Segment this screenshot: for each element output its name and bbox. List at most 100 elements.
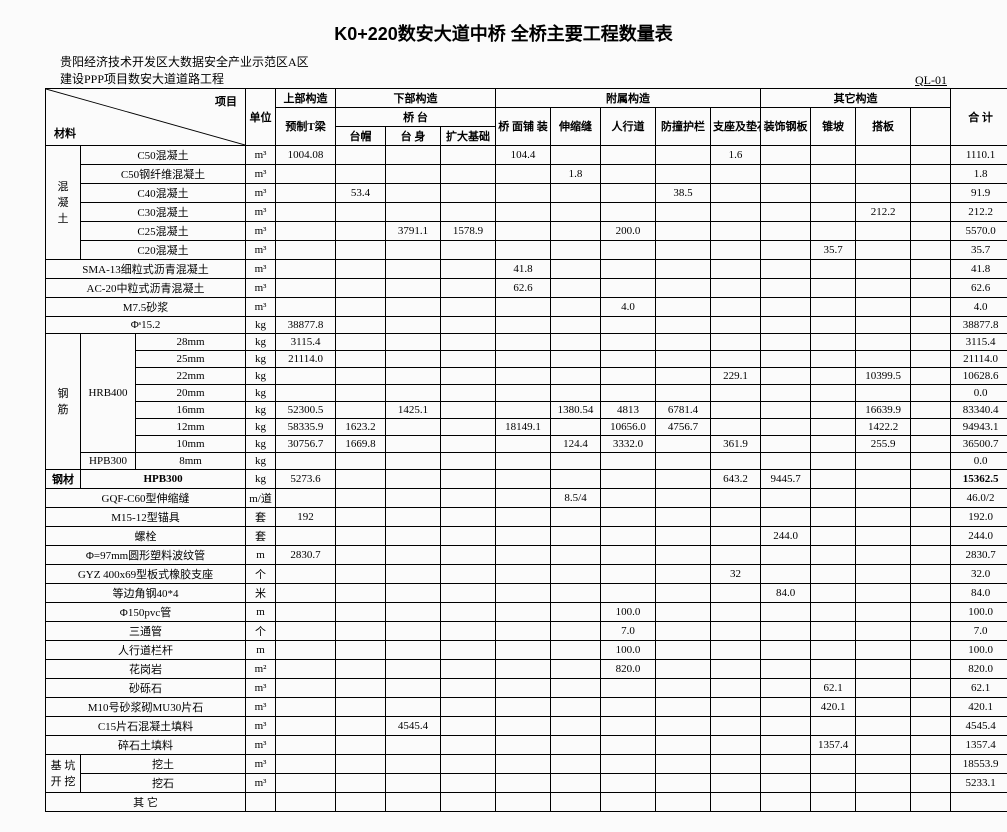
table-row: GQF-C60型伸缩缝m/道8.5/446.0/2	[46, 488, 1007, 507]
value-cell	[761, 697, 811, 716]
table-row: 基 坑开 挖挖土m³18553.9	[46, 754, 1007, 773]
value-cell	[656, 602, 711, 621]
value-cell: 8.5/4	[551, 488, 601, 507]
value-cell: 2830.7	[276, 545, 336, 564]
value-cell	[711, 640, 761, 659]
value-cell	[496, 240, 551, 259]
h-exp: 伸缩缝	[551, 107, 601, 145]
value-cell	[496, 716, 551, 735]
unit-cell: kg	[246, 367, 276, 384]
h-lower: 下部构造	[336, 88, 496, 107]
value-cell	[711, 452, 761, 469]
value-cell	[856, 240, 911, 259]
value-cell	[911, 401, 951, 418]
value-cell	[441, 469, 496, 488]
value-cell	[496, 773, 551, 792]
value-cell: 1422.2	[856, 418, 911, 435]
value-cell	[656, 469, 711, 488]
value-cell: 1.8	[551, 164, 601, 183]
unit-cell: kg	[246, 469, 276, 488]
total-cell: 192.0	[951, 507, 1007, 526]
total-cell: 1.8	[951, 164, 1007, 183]
value-cell	[911, 435, 951, 452]
table-body: 混凝土C50混凝土m³1004.08104.41.61110.1C50钢纤维混凝…	[46, 145, 1007, 811]
unit-cell: kg	[246, 435, 276, 452]
unit-cell: m³	[246, 259, 276, 278]
value-cell	[336, 545, 386, 564]
material-cell: 砂砾石	[46, 678, 246, 697]
value-cell	[276, 297, 336, 316]
value-cell	[911, 507, 951, 526]
value-cell	[276, 621, 336, 640]
value-cell: 10656.0	[601, 418, 656, 435]
total-cell: 100.0	[951, 640, 1007, 659]
value-cell	[656, 545, 711, 564]
value-cell	[496, 507, 551, 526]
value-cell	[336, 297, 386, 316]
h-total: 合 计	[951, 88, 1007, 145]
value-cell	[601, 183, 656, 202]
value-cell	[441, 773, 496, 792]
value-cell	[761, 316, 811, 333]
value-cell	[601, 259, 656, 278]
value-cell	[656, 164, 711, 183]
value-cell: 820.0	[601, 659, 656, 678]
value-cell	[551, 564, 601, 583]
value-cell: 4756.7	[656, 418, 711, 435]
total-cell: 32.0	[951, 564, 1007, 583]
value-cell	[911, 564, 951, 583]
material-cell: HPB300	[81, 469, 246, 488]
value-cell	[496, 754, 551, 773]
total-cell: 1110.1	[951, 145, 1007, 164]
value-cell	[761, 350, 811, 367]
value-cell	[336, 507, 386, 526]
value-cell	[336, 640, 386, 659]
value-cell	[386, 735, 441, 754]
value-cell	[496, 545, 551, 564]
value-cell	[811, 792, 856, 811]
value-cell: 361.9	[711, 435, 761, 452]
value-cell	[386, 202, 441, 221]
material-cell: Φ=97mm圆形塑料波纹管	[46, 545, 246, 564]
header-diag: 项目 材料	[46, 88, 246, 145]
value-cell	[496, 316, 551, 333]
value-cell	[551, 507, 601, 526]
value-cell	[336, 164, 386, 183]
value-cell: 62.6	[496, 278, 551, 297]
value-cell: 3332.0	[601, 435, 656, 452]
value-cell	[811, 716, 856, 735]
table-row: Φˢ15.2kg38877.838877.8	[46, 316, 1007, 333]
value-cell	[811, 469, 856, 488]
value-cell	[811, 202, 856, 221]
value-cell	[811, 507, 856, 526]
value-cell	[336, 735, 386, 754]
value-cell	[856, 640, 911, 659]
value-cell	[761, 773, 811, 792]
unit-cell: 套	[246, 507, 276, 526]
total-cell: 100.0	[951, 602, 1007, 621]
value-cell	[601, 452, 656, 469]
value-cell	[496, 384, 551, 401]
table-row: AC-20中粒式沥青混凝土m³62.662.6	[46, 278, 1007, 297]
value-cell	[496, 488, 551, 507]
value-cell	[276, 183, 336, 202]
value-cell	[276, 697, 336, 716]
value-cell	[336, 202, 386, 221]
value-cell	[811, 384, 856, 401]
unit-cell: m³	[246, 240, 276, 259]
unit-cell: m³	[246, 145, 276, 164]
value-cell	[386, 435, 441, 452]
value-cell	[656, 221, 711, 240]
value-cell	[336, 678, 386, 697]
value-cell: 38.5	[656, 183, 711, 202]
value-cell	[711, 316, 761, 333]
table-row: C20混凝土m³35.735.7	[46, 240, 1007, 259]
value-cell	[811, 401, 856, 418]
material-cell: 挖土	[81, 754, 246, 773]
value-cell: 1.6	[711, 145, 761, 164]
value-cell: 1669.8	[336, 435, 386, 452]
value-cell	[276, 773, 336, 792]
value-cell	[601, 240, 656, 259]
unit-cell: m/道	[246, 488, 276, 507]
value-cell	[911, 469, 951, 488]
